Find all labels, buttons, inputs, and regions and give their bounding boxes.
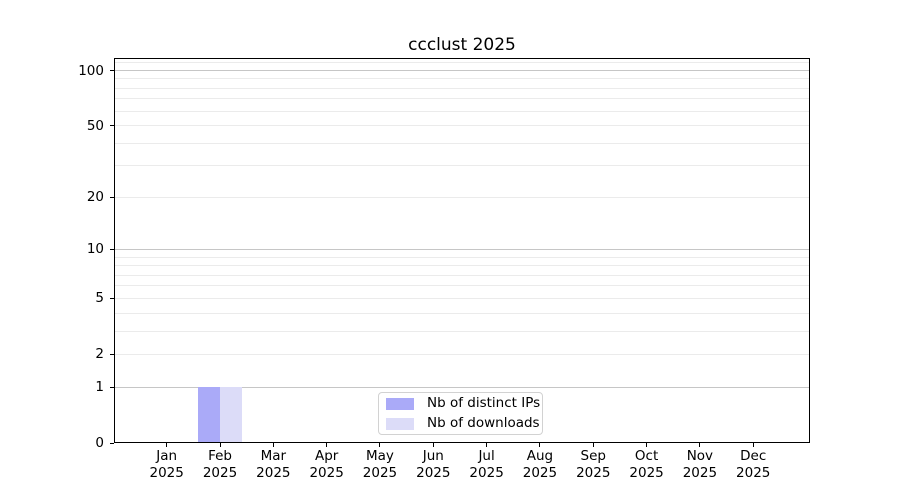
x-tick-month: Nov bbox=[686, 448, 714, 464]
gridline-minor bbox=[114, 330, 810, 332]
gridline-minor bbox=[114, 297, 810, 299]
x-tick-label: Sep 2025 bbox=[553, 448, 633, 481]
gridline-minor bbox=[114, 98, 810, 100]
x-tick-mark bbox=[219, 443, 221, 447]
y-tick-mark bbox=[110, 442, 114, 444]
x-tick-mark bbox=[166, 443, 168, 447]
x-tick-label: May 2025 bbox=[340, 448, 420, 481]
x-tick-year: 2025 bbox=[416, 464, 451, 481]
x-tick-mark bbox=[699, 443, 701, 447]
legend-label: Nb of distinct IPs bbox=[427, 395, 541, 411]
x-tick-year: 2025 bbox=[576, 464, 611, 481]
bar-downloads bbox=[220, 387, 242, 443]
x-tick-label: Feb 2025 bbox=[180, 448, 260, 481]
bar-distinct-ips bbox=[198, 387, 220, 443]
x-tick-label: Aug 2025 bbox=[500, 448, 580, 481]
x-tick-year: 2025 bbox=[256, 464, 291, 481]
x-tick-label: Jul 2025 bbox=[447, 448, 527, 481]
gridline-minor bbox=[114, 110, 810, 112]
x-tick-year: 2025 bbox=[469, 464, 504, 481]
legend: Nb of distinct IPs Nb of downloads bbox=[378, 392, 543, 435]
y-tick-label: 5 bbox=[95, 290, 104, 307]
x-tick-mark bbox=[272, 443, 274, 447]
gridline-minor bbox=[114, 265, 810, 267]
x-tick-mark bbox=[379, 443, 381, 447]
x-tick-month: Jun bbox=[422, 448, 444, 464]
legend-swatch-downloads bbox=[386, 417, 414, 430]
x-tick-year: 2025 bbox=[736, 464, 771, 481]
y-tick-mark bbox=[110, 125, 114, 127]
chart-title: ccclust 2025 bbox=[408, 35, 516, 55]
x-tick-month: Jan bbox=[156, 448, 178, 464]
gridline-minor bbox=[114, 142, 810, 144]
x-tick-month: Mar bbox=[260, 448, 287, 464]
gridline-major bbox=[114, 70, 810, 72]
x-tick-month: Dec bbox=[740, 448, 767, 464]
y-tick-mark bbox=[110, 297, 114, 299]
y-tick-label: 20 bbox=[86, 189, 104, 206]
gridline-minor bbox=[114, 196, 810, 198]
gridline-minor bbox=[114, 285, 810, 287]
x-tick-year: 2025 bbox=[362, 464, 398, 481]
x-tick-month: Sep bbox=[580, 448, 606, 464]
x-tick-month: Aug bbox=[526, 448, 554, 464]
x-tick-year: 2025 bbox=[202, 464, 238, 481]
x-tick-mark bbox=[326, 443, 328, 447]
x-tick-mark bbox=[592, 443, 594, 447]
x-tick-mark bbox=[646, 443, 648, 447]
x-tick-year: 2025 bbox=[309, 464, 344, 481]
legend-entry-distinct-ips: Nb of distinct IPs bbox=[386, 396, 542, 411]
legend-label: Nb of downloads bbox=[427, 415, 540, 431]
plot-frame bbox=[114, 58, 810, 443]
x-tick-month: Feb bbox=[208, 448, 232, 464]
x-tick-mark bbox=[539, 443, 541, 447]
gridline-minor bbox=[114, 62, 810, 64]
x-tick-month: Oct bbox=[634, 448, 659, 464]
y-tick-label: 50 bbox=[86, 117, 104, 134]
y-tick-mark bbox=[110, 196, 114, 198]
y-tick-label: 0 bbox=[95, 435, 104, 451]
x-tick-year: 2025 bbox=[629, 464, 664, 481]
x-tick-label: Mar 2025 bbox=[233, 448, 313, 481]
gridline-minor bbox=[114, 125, 810, 127]
gridline-minor bbox=[114, 274, 810, 276]
x-tick-mark bbox=[432, 443, 434, 447]
x-tick-label: Oct 2025 bbox=[607, 448, 687, 481]
y-tick-mark bbox=[110, 386, 114, 388]
x-tick-mark bbox=[752, 443, 754, 447]
gridline-minor bbox=[114, 312, 810, 314]
legend-swatch-distinct-ips bbox=[386, 397, 414, 410]
gridline-minor bbox=[114, 256, 810, 258]
x-tick-year: 2025 bbox=[149, 464, 184, 481]
x-tick-label: Nov 2025 bbox=[660, 448, 740, 481]
y-tick-mark bbox=[110, 70, 114, 72]
gridline-major bbox=[114, 386, 810, 388]
x-tick-month: Apr bbox=[314, 448, 339, 464]
y-tick-mark bbox=[110, 248, 114, 250]
x-tick-mark bbox=[486, 443, 488, 447]
y-tick-label: 2 bbox=[95, 346, 104, 363]
x-tick-year: 2025 bbox=[682, 464, 718, 481]
y-tick-label: 100 bbox=[78, 62, 104, 79]
x-tick-label: Dec 2025 bbox=[713, 448, 793, 481]
gridline-minor bbox=[114, 353, 810, 355]
gridline-minor bbox=[114, 87, 810, 89]
gridline-minor bbox=[114, 78, 810, 80]
legend-entry-downloads: Nb of downloads bbox=[386, 416, 542, 431]
y-tick-mark bbox=[110, 353, 114, 355]
x-tick-label: Apr 2025 bbox=[287, 448, 367, 481]
gridline-major bbox=[114, 248, 810, 250]
x-tick-label: Jun 2025 bbox=[393, 448, 473, 481]
y-tick-label: 1 bbox=[95, 379, 104, 396]
x-tick-year: 2025 bbox=[522, 464, 558, 481]
x-tick-month: Jul bbox=[478, 448, 495, 464]
gridline-minor bbox=[114, 165, 810, 167]
x-tick-month: May bbox=[366, 448, 394, 464]
y-tick-label: 10 bbox=[86, 241, 104, 258]
x-tick-label: Jan 2025 bbox=[127, 448, 207, 481]
